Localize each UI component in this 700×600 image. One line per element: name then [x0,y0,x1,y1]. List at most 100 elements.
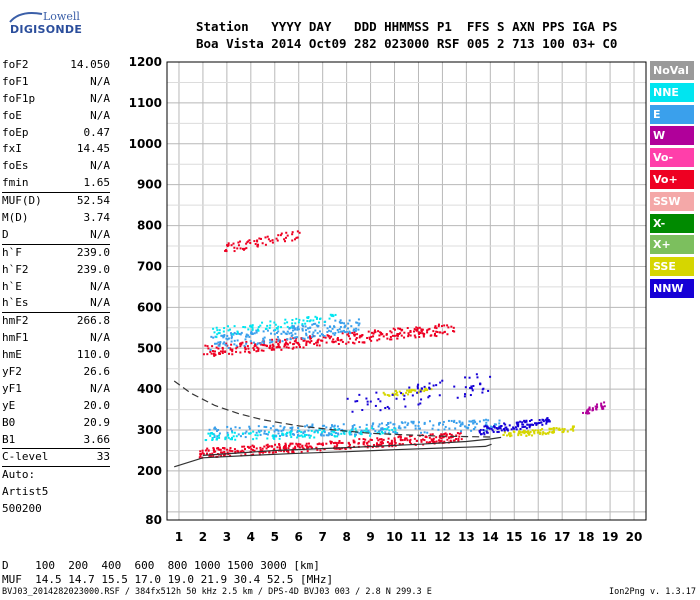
echo-point [251,444,254,447]
echo-point [397,436,400,439]
echo-point [278,437,281,440]
echo-point [316,431,319,434]
echo-point [234,450,237,453]
echo-point [274,451,277,454]
echo-point [357,318,360,321]
echo-point [228,449,231,452]
echo-point [216,329,219,332]
echo-point [277,234,280,237]
echo-point [548,427,551,430]
echo-point [358,336,361,339]
x-tick-label: 11 [410,530,427,544]
polarization-legend: NoVal NNE E W Vo- Vo+ SSW X- X+ SSE NNW [650,61,694,301]
echo-point [219,448,222,451]
echo-point [225,342,228,345]
echo-point [297,445,300,448]
echo-point [295,317,298,320]
echo-point [292,342,295,345]
param-row: hmF1 N/A [2,330,110,347]
echo-point [333,445,336,448]
echo-point [393,426,396,429]
echo-point [226,448,229,451]
echo-point [539,429,542,432]
echo-point [448,427,451,430]
echo-point [521,423,524,426]
echo-point [420,440,423,443]
param-name: yE [2,398,16,412]
echo-point [528,426,531,429]
echo-point [366,400,369,403]
echo-point [361,409,364,412]
echo-point [413,328,416,331]
echo-point [601,405,604,408]
echo-point [588,406,591,409]
echo-point [217,448,220,451]
echo-point [245,430,248,433]
param-name: foF2 [2,58,29,71]
echo-point [563,428,566,431]
echo-point [296,328,299,331]
echo-point [353,424,356,427]
echo-point [438,435,441,438]
echo-point [420,439,423,442]
echo-point [417,383,420,386]
echo-point [483,429,486,432]
echo-point [409,391,412,394]
param-name: h`Es [2,296,29,310]
echo-point [271,340,274,343]
echo-point [224,350,227,353]
echo-point [442,420,445,423]
echo-point [483,425,486,428]
echo-point [329,442,332,445]
echo-point [223,454,226,457]
echo-point [325,442,328,445]
echo-point [572,429,575,432]
echo-point [239,345,242,348]
echo-point [369,438,372,441]
echo-point [413,330,416,333]
echo-point [259,449,262,452]
echo-point [311,423,314,426]
echo-point [224,438,227,441]
echo-point [443,324,446,327]
echo-point [245,247,248,250]
echo-point [395,334,398,337]
echo-point [587,410,590,413]
echo-point [282,447,285,450]
echo-point [550,427,553,430]
echo-point [498,422,501,425]
echo-point [427,328,430,331]
echo-point [272,451,275,454]
echo-point [274,443,277,446]
echo-point [394,328,397,331]
echo-point [209,453,212,456]
echo-point [299,443,302,446]
echo-point [473,419,476,422]
echo-point [313,343,316,346]
echo-point [339,447,342,450]
param-row: MUF(D) 52.54 [2,192,110,210]
echo-point [284,442,287,445]
echo-point [319,449,322,452]
echo-point [246,345,249,348]
profile-curves [173,380,502,468]
echo-point [350,325,353,328]
echo-point [221,451,224,454]
echo-point [495,423,498,426]
echo-point [227,337,230,340]
echo-point [526,423,529,426]
echo-point [301,328,304,331]
echo-point [464,376,467,379]
echo-point [267,431,270,434]
echo-point [318,428,321,431]
echo-point [380,442,383,445]
echo-point [322,336,325,339]
echo-point [351,426,354,429]
echo-point [528,431,531,434]
echo-point [503,429,506,432]
echo-point [417,425,420,428]
echo-point [257,243,260,246]
echo-point [396,432,399,435]
echo-point [244,436,247,439]
echo-point [545,421,548,424]
